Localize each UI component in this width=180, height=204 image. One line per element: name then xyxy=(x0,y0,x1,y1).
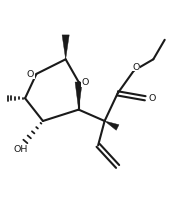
Text: O: O xyxy=(27,70,34,79)
Text: O: O xyxy=(148,93,156,102)
Text: OH: OH xyxy=(13,145,28,154)
Polygon shape xyxy=(62,36,69,60)
Polygon shape xyxy=(75,83,82,110)
Text: O: O xyxy=(81,78,89,87)
Polygon shape xyxy=(105,121,119,131)
Text: O: O xyxy=(132,62,140,71)
